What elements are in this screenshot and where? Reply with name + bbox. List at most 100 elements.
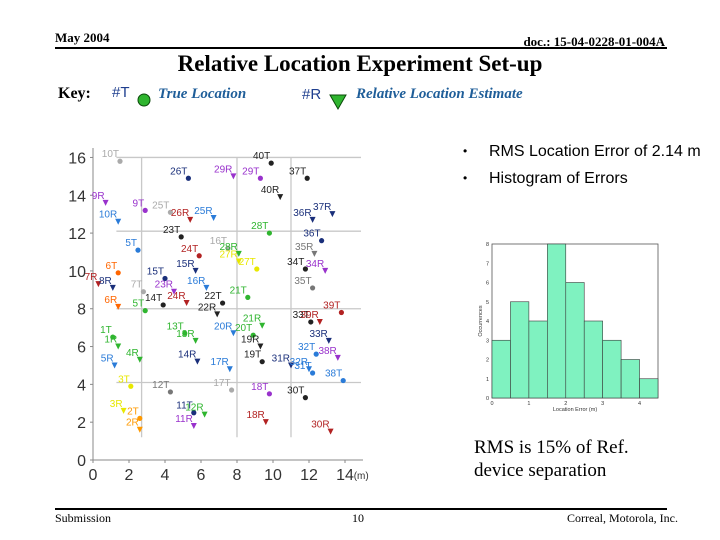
true-location-label: 34T (287, 257, 304, 268)
y-tick-label: 2 (77, 415, 86, 432)
estimate-point (334, 354, 341, 361)
true-location-label: 9T (133, 198, 145, 209)
hist-y-tick-label: 6 (486, 281, 489, 287)
header-doc-id: doc.: 15-04-0228-01-004A (523, 34, 665, 49)
true-location-label: 27T (239, 257, 256, 268)
x-tick-label: 12 (300, 467, 318, 484)
true-location-label: 16T (210, 236, 227, 247)
footer-rule (55, 508, 667, 510)
estimate-point (109, 284, 116, 291)
true-location-label: 25T (152, 200, 169, 211)
true-location-label: 17T (213, 378, 230, 389)
footer-submission: Submission (55, 511, 112, 525)
hist-y-tick-label: 8 (486, 242, 489, 248)
estimate-point (115, 343, 122, 350)
rms-note: RMS is 15% of Ref. device separation (474, 437, 629, 481)
true-location-label: 32T (298, 342, 315, 353)
estimate-label: 33R (309, 329, 327, 340)
estimate-label: 13R (176, 329, 194, 340)
x-tick-label: 0 (89, 467, 98, 484)
true-location-point (340, 377, 346, 384)
estimate-point (115, 303, 122, 310)
true-location-label: 26T (170, 166, 187, 177)
estimate-point (226, 366, 233, 373)
estimate-point (277, 194, 284, 201)
estimate-point (190, 422, 197, 429)
estimate-label: 14R (178, 350, 196, 361)
y-tick-label: 4 (77, 377, 86, 394)
estimate-label: 9R (92, 191, 105, 202)
y-tick-label: 0 (77, 453, 86, 470)
hist-x-tick-label: 2 (564, 401, 567, 407)
true-location-label: 40T (253, 151, 270, 162)
y-tick-label: 12 (68, 226, 86, 243)
true-location-label: 14T (145, 293, 162, 304)
estimate-point (306, 366, 312, 373)
true-location-label: 11T (176, 401, 193, 412)
true-location-point (135, 247, 141, 253)
hist-x-tick-label: 4 (638, 401, 641, 407)
estimate-label: 1R (104, 335, 117, 346)
estimate-label: 40R (261, 185, 279, 196)
estimate-point (214, 311, 221, 318)
true-location-point (140, 289, 146, 295)
true-location-label: 35T (294, 276, 311, 287)
true-location-marker-icon (137, 93, 151, 107)
histogram-bar (510, 301, 530, 399)
footer-page-number: 10 (352, 511, 364, 525)
estimate-label: 3R (110, 399, 123, 410)
key-est-label: Relative Location Estimate (356, 86, 523, 102)
y-tick-label: 14 (68, 188, 86, 205)
estimate-label: 4R (126, 348, 139, 359)
true-location-label: 24T (181, 244, 198, 255)
hist-x-tick-label: 3 (601, 401, 604, 407)
true-location-label: 2T (127, 406, 139, 417)
slide-title: Relative Location Experiment Set-up (177, 51, 543, 76)
y-tick-label: 16 (68, 150, 86, 167)
histogram-bar (620, 359, 640, 399)
true-location-point (266, 230, 272, 236)
true-location-point (137, 415, 143, 421)
estimate-label: 24R (167, 291, 185, 302)
estimate-point (136, 356, 143, 363)
estimate-point (192, 267, 199, 274)
true-location-label: 5T (133, 299, 145, 310)
estimate-label: 35R (295, 242, 313, 253)
true-location-point (220, 300, 226, 306)
estimate-label: 21R (243, 314, 261, 325)
header-rule (55, 47, 667, 49)
estimate-marker-icon (329, 94, 347, 111)
true-location-point (160, 302, 166, 308)
estimate-point (311, 250, 318, 257)
estimate-point (95, 281, 102, 288)
estimate-label: 38R (318, 346, 336, 357)
true-location-point (310, 370, 316, 376)
true-location-label: 20T (235, 323, 252, 334)
estimate-label: 8R (99, 276, 112, 287)
true-location-point (308, 319, 314, 325)
estimate-point (316, 318, 323, 325)
histogram-bar (602, 339, 622, 399)
estimate-label: 10R (99, 210, 117, 221)
estimate-label: 7R (85, 272, 98, 283)
hist-x-tick-label: 1 (527, 401, 530, 407)
true-location-point (115, 270, 121, 276)
true-location-point (302, 266, 308, 272)
bullet-list: RMS Location Error of 2.14 m Histogram o… (463, 141, 708, 195)
estimate-label: 6R (104, 295, 117, 306)
true-location-label: 31T (294, 361, 311, 372)
true-location-label: 6T (106, 261, 118, 272)
header-date: May 2004 (55, 30, 110, 45)
footer-author: Correal, Motorola, Inc. (567, 511, 678, 525)
true-location-point (245, 294, 251, 300)
hist-y-tick-label: 2 (486, 358, 489, 364)
error-histogram-chart: 0 1 2 3 4 5 6 7 8 0 1 2 3 4 Location Error (m) Occurren… (478, 242, 659, 413)
histogram-bar (491, 339, 511, 399)
histogram-bar (639, 378, 659, 399)
hist-y-tick-label: 3 (486, 338, 489, 344)
true-location-point (162, 275, 168, 282)
estimate-label: 31R (272, 353, 290, 364)
estimate-label: 26R (171, 208, 189, 219)
estimate-point (309, 216, 316, 223)
y-tick-label: 6 (77, 340, 86, 357)
